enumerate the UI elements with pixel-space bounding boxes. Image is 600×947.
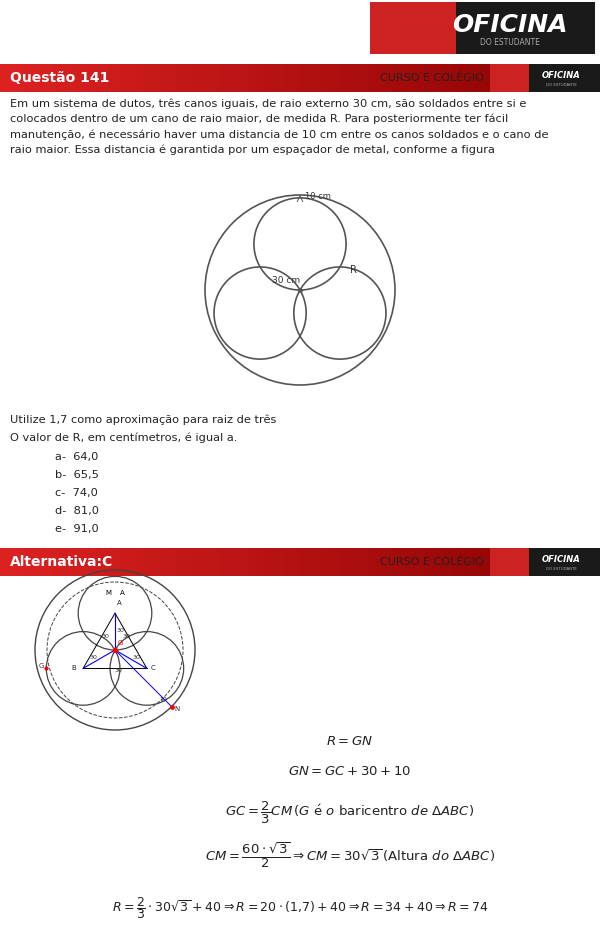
Text: colocados dentro de um cano de raio maior, de medida R. Para posteriormente ter : colocados dentro de um cano de raio maio…: [10, 114, 508, 124]
Text: $CM = \dfrac{60 \cdot \sqrt{3}}{2} \Rightarrow CM = 30\sqrt{3}\,(\mathrm{Altura}: $CM = \dfrac{60 \cdot \sqrt{3}}{2} \Righ…: [205, 840, 495, 870]
Text: $R = \dfrac{2}{3} \cdot 30\sqrt{3} + 40 \Rightarrow R = 20 \cdot (1{,}7) + 40 \R: $R = \dfrac{2}{3} \cdot 30\sqrt{3} + 40 …: [112, 895, 488, 920]
Text: $GN = GC + 30 + 10$: $GN = GC + 30 + 10$: [289, 765, 412, 778]
Text: a-  64,0: a- 64,0: [55, 452, 98, 462]
Text: R: R: [350, 265, 357, 275]
Text: 30: 30: [101, 634, 109, 639]
Text: 30: 30: [89, 655, 97, 660]
Text: Alternativa:C: Alternativa:C: [10, 555, 113, 569]
Text: d-  81,0: d- 81,0: [55, 506, 99, 516]
Text: 30 cm: 30 cm: [272, 276, 300, 284]
Text: DO ESTUDANTE: DO ESTUDANTE: [546, 567, 577, 571]
Text: CURSO E COLÉGIO: CURSO E COLÉGIO: [380, 557, 484, 567]
Text: O valor de R, em centímetros, é igual a.: O valor de R, em centímetros, é igual a.: [10, 432, 238, 442]
Text: $R = GN$: $R = GN$: [326, 735, 374, 748]
Bar: [370, 2, 595, 54]
Text: M: M: [105, 590, 111, 597]
Text: b-  65,5: b- 65,5: [55, 470, 99, 480]
Text: DO ESTUDANTE: DO ESTUDANTE: [546, 83, 577, 87]
Bar: [490, 64, 600, 92]
Text: OFICINA: OFICINA: [542, 555, 581, 564]
Text: N: N: [175, 706, 180, 711]
Text: OFICINA: OFICINA: [452, 13, 567, 37]
Text: 30: 30: [133, 655, 141, 660]
Text: Em um sistema de dutos, três canos iguais, de raio externo 30 cm, são soldados e: Em um sistema de dutos, três canos iguai…: [10, 98, 526, 109]
Text: 30: 30: [117, 628, 125, 633]
Text: A: A: [117, 600, 122, 606]
Text: G: G: [38, 664, 44, 670]
Bar: [490, 548, 529, 576]
Text: raio maior. Essa distancia é garantida por um espaçador de metal, conforme a fig: raio maior. Essa distancia é garantida p…: [10, 145, 495, 155]
Text: CURSO E COLÉGIO: CURSO E COLÉGIO: [380, 73, 484, 83]
Text: 10 cm: 10 cm: [305, 192, 331, 201]
Text: e-  91,0: e- 91,0: [55, 524, 99, 534]
Text: G: G: [118, 640, 124, 646]
Text: 10: 10: [160, 697, 167, 702]
Text: 30: 30: [115, 669, 123, 673]
Text: A: A: [120, 590, 125, 597]
Text: C: C: [151, 666, 155, 671]
Text: c-  74,0: c- 74,0: [55, 488, 98, 498]
Text: $GC = \dfrac{2}{3}CM\,(G\ \mathrm{\acute{e}}\ o\ \mathrm{baricentro}\ de\ \Delta: $GC = \dfrac{2}{3}CM\,(G\ \mathrm{\acute…: [226, 800, 475, 826]
Text: 30: 30: [123, 634, 131, 639]
Bar: [490, 548, 600, 576]
Bar: [370, 2, 455, 54]
Text: DO ESTUDANTE: DO ESTUDANTE: [479, 38, 539, 47]
Text: manutenção, é necessário haver uma distancia de 10 cm entre os canos soldados e : manutenção, é necessário haver uma dista…: [10, 129, 548, 139]
Text: Utilize 1,7 como aproximação para raiz de três: Utilize 1,7 como aproximação para raiz d…: [10, 414, 277, 424]
Text: Questão 141: Questão 141: [10, 71, 109, 85]
Bar: [490, 64, 529, 92]
Text: OFICINA: OFICINA: [542, 71, 581, 80]
Text: B: B: [71, 666, 76, 671]
